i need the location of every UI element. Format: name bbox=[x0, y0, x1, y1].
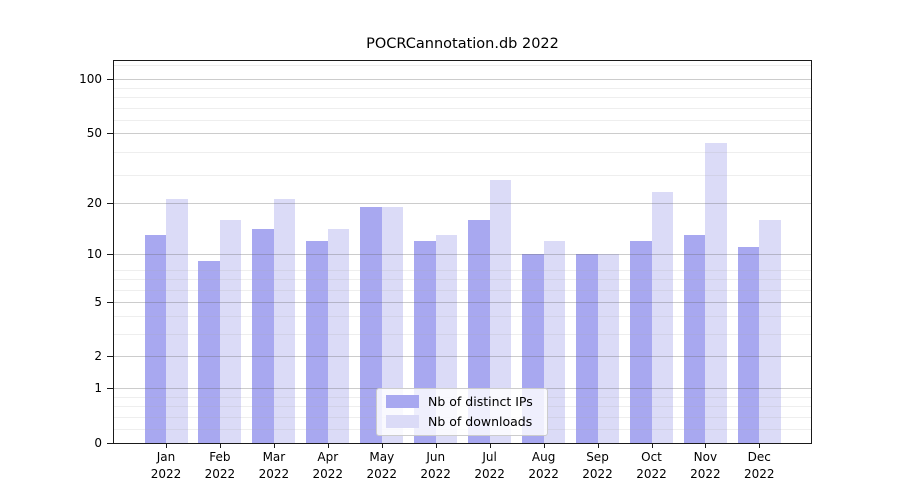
y-tick-10 bbox=[107, 253, 113, 255]
y-tick-1 bbox=[107, 388, 113, 390]
x-tick-mar bbox=[273, 443, 275, 448]
x-tick-jun bbox=[435, 443, 437, 448]
y-tick-label-20: 20 bbox=[86, 195, 102, 210]
bar-downloads-apr bbox=[327, 229, 350, 443]
bar-distinct-ips-apr bbox=[306, 240, 328, 443]
legend-label-downloads: Nb of downloads bbox=[428, 414, 533, 429]
minor-gridline bbox=[114, 316, 811, 318]
major-gridline-10 bbox=[114, 253, 811, 255]
x-tick-label-apr: Apr 2022 bbox=[312, 450, 344, 481]
bar-downloads-mar bbox=[273, 199, 296, 443]
x-tick-label-aug: Aug 2022 bbox=[528, 450, 559, 481]
bar-distinct-ips-feb bbox=[198, 261, 220, 443]
bar-downloads-dec bbox=[759, 219, 781, 443]
legend-item-downloads: Nb of downloads bbox=[386, 414, 538, 429]
x-tick-dec bbox=[759, 443, 761, 448]
y-tick-5 bbox=[107, 301, 113, 303]
bar-downloads-nov bbox=[705, 142, 727, 443]
legend-label-distinct-ips: Nb of distinct IPs bbox=[428, 394, 533, 409]
x-tick-label-jun: Jun 2022 bbox=[420, 450, 451, 481]
y-tick-label-0: 0 bbox=[94, 436, 102, 450]
minor-gridline bbox=[114, 333, 811, 335]
y-tick-2 bbox=[107, 356, 113, 358]
y-tick-label-5: 5 bbox=[94, 294, 102, 309]
x-tick-sep bbox=[597, 443, 599, 448]
x-tick-apr bbox=[327, 443, 329, 448]
x-tick-may bbox=[381, 443, 383, 448]
legend-swatch-downloads bbox=[386, 415, 419, 428]
y-tick-20 bbox=[107, 202, 113, 204]
minor-gridline bbox=[114, 65, 811, 67]
x-tick-jul bbox=[489, 443, 491, 448]
major-gridline-20 bbox=[114, 202, 811, 204]
x-tick-nov bbox=[705, 443, 707, 448]
bar-distinct-ips-mar bbox=[252, 229, 274, 443]
x-tick-label-mar: Mar 2022 bbox=[258, 450, 290, 481]
x-tick-label-jan: Jan 2022 bbox=[150, 450, 182, 481]
bar-distinct-ips-sep bbox=[576, 253, 598, 443]
minor-gridline bbox=[114, 120, 811, 122]
bar-downloads-may bbox=[381, 206, 404, 443]
minor-gridline bbox=[114, 279, 811, 280]
bar-distinct-ips-dec bbox=[737, 247, 760, 443]
legend-swatch-distinct-ips bbox=[386, 395, 419, 408]
y-tick-label-1: 1 bbox=[94, 381, 102, 396]
major-gridline-100 bbox=[114, 79, 811, 80]
bar-downloads-jul bbox=[489, 180, 512, 443]
y-tick-100 bbox=[107, 79, 113, 80]
x-tick-label-feb: Feb 2022 bbox=[204, 450, 236, 481]
x-tick-label-nov: Nov 2022 bbox=[690, 450, 721, 481]
y-tick-0 bbox=[107, 443, 113, 444]
x-tick-label-sep: Sep 2022 bbox=[582, 450, 613, 481]
y-tick-label-100: 100 bbox=[79, 72, 102, 86]
bar-downloads-sep bbox=[597, 253, 619, 443]
y-tick-50 bbox=[107, 132, 113, 134]
minor-gridline bbox=[114, 152, 811, 154]
bar-distinct-ips-may bbox=[360, 206, 382, 443]
y-tick-label-50: 50 bbox=[86, 125, 102, 140]
bar-distinct-ips-nov bbox=[683, 234, 706, 443]
bar-downloads-jan bbox=[166, 199, 188, 443]
minor-gridline bbox=[114, 107, 811, 109]
bar-distinct-ips-jul bbox=[468, 219, 490, 443]
minor-gridline bbox=[114, 289, 811, 291]
x-tick-label-may: May 2022 bbox=[366, 450, 398, 481]
y-tick-label-2: 2 bbox=[94, 349, 102, 364]
x-tick-jan bbox=[166, 443, 167, 448]
bar-distinct-ips-jan bbox=[144, 234, 166, 443]
x-tick-label-dec: Dec 2022 bbox=[744, 450, 775, 481]
bar-downloads-feb bbox=[219, 219, 242, 443]
x-tick-label-jul: Jul 2022 bbox=[474, 450, 505, 481]
minor-gridline bbox=[114, 97, 811, 99]
bar-downloads-oct bbox=[651, 192, 673, 443]
y-tick-label-10: 10 bbox=[86, 246, 102, 261]
x-tick-aug bbox=[543, 443, 545, 448]
bar-distinct-ips-oct bbox=[630, 240, 652, 443]
major-gridline-5 bbox=[114, 301, 811, 303]
bar-downloads-aug bbox=[543, 240, 566, 443]
x-tick-feb bbox=[219, 443, 221, 448]
legend: Nb of distinct IPs Nb of downloads bbox=[376, 388, 548, 436]
chart-title: POCRCannotation.db 2022 bbox=[366, 36, 559, 52]
x-tick-oct bbox=[651, 443, 653, 448]
minor-gridline bbox=[114, 269, 811, 271]
minor-gridline bbox=[114, 88, 811, 90]
major-gridline-2 bbox=[114, 356, 811, 358]
plot-area: Nb of distinct IPs Nb of downloads bbox=[114, 61, 811, 443]
legend-item-distinct-ips: Nb of distinct IPs bbox=[386, 394, 538, 409]
major-gridline-50 bbox=[114, 132, 811, 134]
minor-gridline bbox=[114, 174, 811, 176]
x-tick-label-oct: Oct 2022 bbox=[636, 450, 667, 481]
